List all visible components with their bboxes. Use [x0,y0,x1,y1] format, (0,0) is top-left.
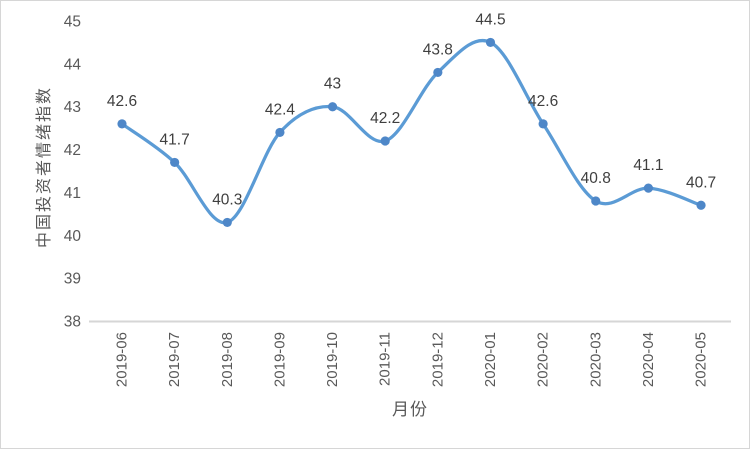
data-label: 40.8 [581,170,611,187]
data-label: 42.6 [107,93,137,110]
y-axis-title: 中国投资者情绪指数 [36,86,53,249]
y-tick-label: 39 [64,271,81,288]
data-label: 44.5 [475,11,505,28]
x-tick-label: 2020-02 [535,332,552,387]
x-tick-label: 2019-09 [271,332,288,387]
data-point-marker [327,102,338,112]
data-point-marker [538,119,548,129]
data-label: 41.7 [160,131,190,148]
x-tick-label: 2019-11 [377,332,394,386]
data-label: 40.7 [686,174,716,191]
data-point-marker [170,157,180,168]
data-point-marker [275,127,285,138]
x-tick-label: 2019-08 [219,332,236,387]
data-point-marker [433,67,443,78]
data-label: 42.2 [370,110,400,127]
x-axis-title: 月份 [392,400,428,419]
x-tick-label: 2019-07 [166,332,183,387]
y-tick-label: 44 [64,56,82,73]
y-tick-label: 41 [64,185,81,202]
x-tick-label: 2019-06 [114,332,131,387]
y-tick-label: 45 [64,14,81,31]
data-label: 43.8 [423,41,453,58]
data-point-marker [380,136,390,146]
data-point-marker [117,119,127,129]
data-label: 42.4 [265,101,296,118]
data-point-marker [222,217,232,228]
y-tick-label: 38 [64,314,81,331]
data-point-marker [696,200,706,210]
x-tick-label: 2020-03 [587,332,604,387]
y-tick-label: 42 [64,142,81,159]
data-label: 43 [324,76,341,93]
x-tick-label: 2019-12 [429,332,446,387]
data-label: 42.6 [528,93,558,110]
x-tick-label: 2020-01 [482,332,499,387]
y-tick-label: 40 [64,228,82,245]
x-tick-label: 2020-04 [640,332,657,387]
x-tick-label: 2020-05 [693,332,710,387]
data-point-marker [643,183,654,193]
x-tick-label: 2019-10 [324,332,341,387]
y-tick-label: 43 [64,99,81,116]
data-point-marker [485,37,496,48]
data-point-marker [591,196,601,206]
data-label: 41.1 [633,157,663,174]
series-line [120,39,703,225]
data-label: 40.3 [212,191,242,208]
